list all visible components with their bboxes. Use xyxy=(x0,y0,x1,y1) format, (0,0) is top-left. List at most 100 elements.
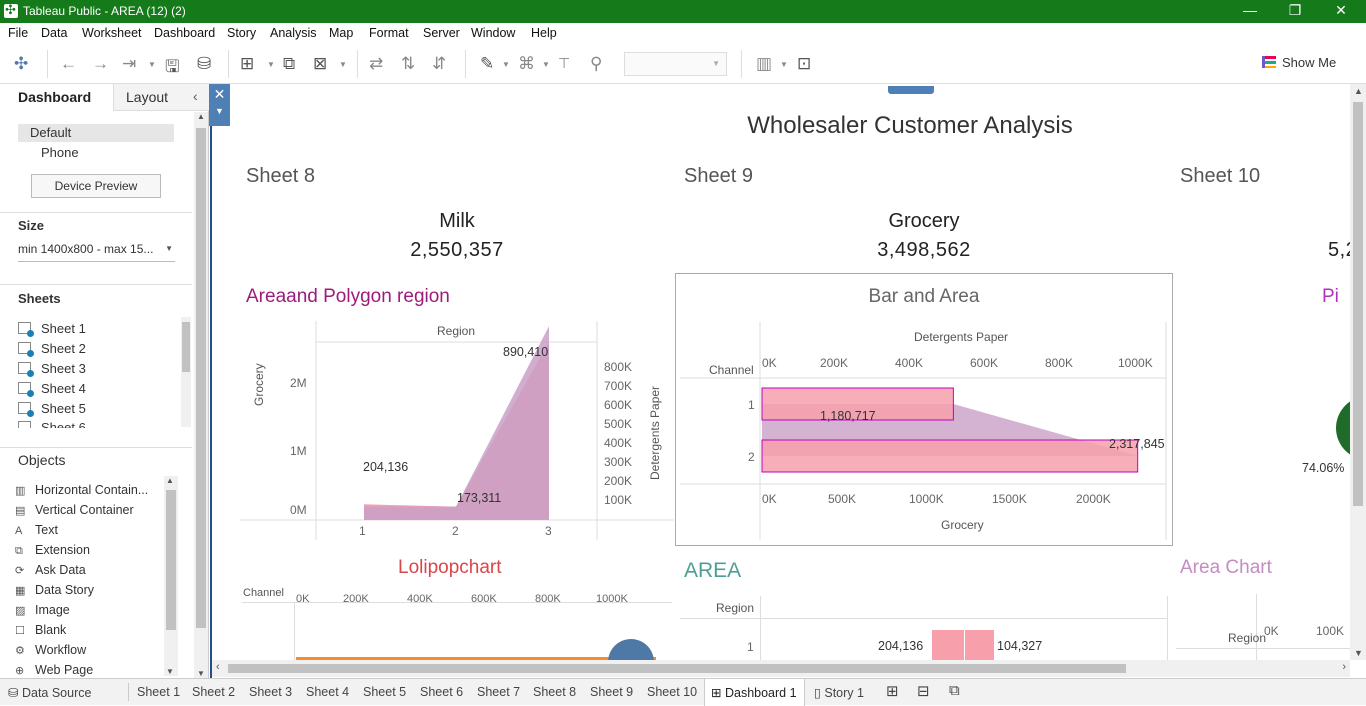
chart1-rtick: 400K xyxy=(604,436,633,450)
undo-icon[interactable]: ← xyxy=(60,54,77,73)
card-toggle-icon[interactable]: ▥ xyxy=(756,54,773,73)
save-icon[interactable]: 🖫 xyxy=(165,57,180,76)
menu-map[interactable]: Map xyxy=(329,26,354,40)
sheet10-title: Sheet 10 xyxy=(1180,165,1261,187)
drag-handle[interactable] xyxy=(888,86,934,94)
story-tab[interactable]: ▯ Story 1 xyxy=(814,686,864,700)
menu-worksheet[interactable]: Worksheet xyxy=(82,26,142,40)
sheet-list-item[interactable]: Sheet 5 xyxy=(18,401,86,417)
sheet-tab[interactable]: Sheet 4 xyxy=(306,685,350,699)
sheet-tab[interactable]: Sheet 5 xyxy=(363,685,407,699)
left-panel-scrollbar[interactable]: ▲ ▼ xyxy=(194,112,208,678)
collapse-panel-icon[interactable]: ‹ xyxy=(193,88,198,104)
menu-data[interactable]: Data xyxy=(41,26,68,40)
minimize-button[interactable]: — xyxy=(1243,2,1257,18)
menu-help[interactable]: Help xyxy=(531,26,557,40)
canvas-horizontal-scrollbar[interactable]: ‹ › xyxy=(212,660,1350,677)
sheet-tab[interactable]: Sheet 6 xyxy=(420,685,464,699)
duplicate-sheet-icon[interactable]: ⧉ xyxy=(283,54,296,73)
sort-ascending-icon[interactable]: ⇅ xyxy=(401,54,416,73)
bar-and-area-container[interactable] xyxy=(675,273,1173,546)
fit-dropdown[interactable]: ▼ xyxy=(624,52,727,76)
pin-icon[interactable]: ⚲ xyxy=(590,54,603,73)
new-datasource-icon[interactable]: ⛁ xyxy=(197,54,212,73)
device-default[interactable]: Default xyxy=(30,125,72,140)
new-worksheet-icon[interactable]: ⊞ xyxy=(240,54,255,73)
sheet-tab[interactable]: Sheet 1 xyxy=(137,685,181,699)
dashboard-tab-active[interactable]: ⊞ Dashboard 1 xyxy=(704,679,805,706)
kpi-grocery-value: 3,498,562 xyxy=(877,239,971,261)
dashboard-item-controls[interactable]: ✕ ▼ xyxy=(209,84,230,126)
highlight-icon[interactable]: ✎ xyxy=(480,54,495,73)
sheet-tab[interactable]: Sheet 3 xyxy=(249,685,293,699)
tab-dashboard[interactable]: Dashboard xyxy=(18,89,92,105)
objects-scrollbar[interactable]: ▲ ▼ xyxy=(164,476,178,676)
sheet-tab[interactable]: Sheet 7 xyxy=(477,685,521,699)
object-image[interactable]: ▨ Image xyxy=(15,603,70,617)
chart1-rtick: 800K xyxy=(604,360,633,374)
sheets-scrollbar[interactable] xyxy=(181,317,191,427)
redo-icon[interactable]: → xyxy=(92,54,109,73)
labels-icon[interactable]: ⊤ xyxy=(558,55,571,71)
new-story-tab-icon[interactable]: ⧉ xyxy=(949,682,960,699)
sheet-tab[interactable]: Sheet 10 xyxy=(647,685,698,699)
sheet-list-item[interactable]: Sheet 6 xyxy=(18,420,86,428)
tab-layout[interactable]: Layout xyxy=(126,89,169,105)
object-ask-data[interactable]: ⟳ Ask Data xyxy=(15,563,86,577)
sheet-list-item[interactable]: Sheet 1 xyxy=(18,321,86,337)
more-options-icon[interactable]: ▼ xyxy=(215,106,224,116)
replay-icon[interactable]: ⇥ xyxy=(122,54,137,73)
sheet-list-item[interactable]: Sheet 2 xyxy=(18,341,86,357)
menu-dashboard[interactable]: Dashboard xyxy=(154,26,216,40)
device-preview-button[interactable]: Device Preview xyxy=(31,174,161,198)
new-dashboard-tab-icon[interactable]: ⊟ xyxy=(917,683,930,700)
menu-analysis[interactable]: Analysis xyxy=(270,26,317,40)
close-button[interactable]: ✕ xyxy=(1335,2,1347,18)
menu-window[interactable]: Window xyxy=(471,26,516,40)
chart2-category: 1 xyxy=(748,398,755,412)
object-workflow[interactable]: ⚙ Workflow xyxy=(15,643,87,657)
object-data-story[interactable]: ▦ Data Story xyxy=(15,583,95,597)
sheet-list-item[interactable]: Sheet 4 xyxy=(18,381,86,397)
object-extension[interactable]: ⧉ Extension xyxy=(15,543,90,557)
area-bar xyxy=(932,630,994,660)
show-me-button[interactable]: Show Me xyxy=(1262,55,1336,70)
detergents-area-polygon xyxy=(364,326,549,520)
clear-sheet-icon[interactable]: ⊠ xyxy=(313,54,328,73)
presentation-mode-icon[interactable]: ⊡ xyxy=(797,54,812,73)
object-horizontal-container[interactable]: ▥ Horizontal Contain... xyxy=(15,483,149,497)
new-worksheet-tab-icon[interactable]: ⊞ xyxy=(886,683,899,700)
canvas-vertical-scrollbar[interactable]: ▲ ▼ xyxy=(1350,84,1366,660)
data-source-tab[interactable]: ⛁ Data Source xyxy=(8,686,92,700)
size-dropdown[interactable]: min 1400x800 - max 15... ▼ xyxy=(18,242,175,262)
restore-button[interactable]: ❐ xyxy=(1288,2,1302,18)
chart2-top-tick: 400K xyxy=(895,356,924,370)
ask-data-icon: ⟳ xyxy=(15,565,25,577)
device-phone[interactable]: Phone xyxy=(41,145,79,160)
object-web-page[interactable]: ⊕ Web Page xyxy=(15,663,94,677)
group-icon[interactable]: ⌘ xyxy=(518,54,535,73)
remove-item-icon[interactable]: ✕ xyxy=(213,86,226,102)
menu-file[interactable]: File xyxy=(8,26,29,40)
sheet-tab[interactable]: Sheet 9 xyxy=(590,685,634,699)
object-blank[interactable]: ☐ Blank xyxy=(15,623,67,637)
menu-format[interactable]: Format xyxy=(369,26,409,40)
menu-story[interactable]: Story xyxy=(227,26,257,40)
sheet-list-item[interactable]: Sheet 3 xyxy=(18,361,86,377)
object-text[interactable]: A Text xyxy=(15,523,58,537)
sheet-tabs-bar: ⛁ Data Source Sheet 1 Sheet 2 Sheet 3 Sh… xyxy=(0,678,1366,706)
sheet-tab[interactable]: Sheet 2 xyxy=(192,685,236,699)
sort-descending-icon[interactable]: ⇵ xyxy=(432,54,447,73)
menu-server[interactable]: Server xyxy=(423,26,460,40)
chart2-top-axis-title: Detergents Paper xyxy=(914,330,1009,344)
lollipop-stick xyxy=(296,657,656,660)
chart2-data-label: 1,180,717 xyxy=(820,409,876,423)
object-vertical-container[interactable]: ▤ Vertical Container xyxy=(15,503,134,517)
tableau-logo-icon[interactable]: ✣ xyxy=(14,54,29,73)
worksheet-icon xyxy=(18,362,34,377)
sheet-tab[interactable]: Sheet 8 xyxy=(533,685,577,699)
chart4-tick: 1000K xyxy=(596,593,628,605)
menu-bar: File Data Worksheet Dashboard Story Anal… xyxy=(0,23,1366,44)
chart6-title: Area Chart xyxy=(1180,557,1272,578)
swap-icon[interactable]: ⇄ xyxy=(369,54,384,73)
